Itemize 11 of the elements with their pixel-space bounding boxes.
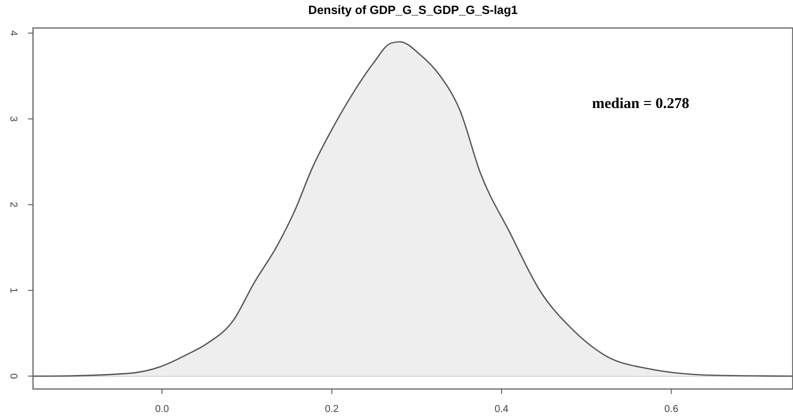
y-tick-label: 3 bbox=[8, 116, 18, 122]
chart-title: Density of GDP_G_S_GDP_G_S-lag1 bbox=[308, 3, 518, 17]
y-tick-label: 2 bbox=[8, 202, 18, 208]
x-tick-label: 0.2 bbox=[324, 404, 340, 415]
y-tick-label: 0 bbox=[8, 373, 18, 380]
y-tick-label: 1 bbox=[8, 288, 18, 294]
annotation: median = 0.278 bbox=[592, 96, 690, 112]
x-tick-label: 0.6 bbox=[664, 404, 679, 415]
y-tick-label: 4 bbox=[8, 30, 18, 36]
x-tick-label: 0.0 bbox=[155, 404, 170, 415]
x-tick-label: 0.4 bbox=[494, 404, 509, 415]
